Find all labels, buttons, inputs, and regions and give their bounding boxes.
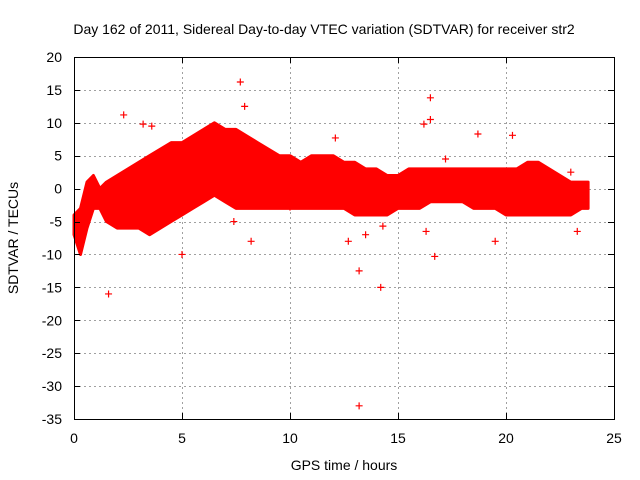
x-tick-label: 5 [178,430,186,446]
data-point [236,78,244,86]
y-tick-label: -5 [50,214,63,230]
data-point [120,111,128,119]
data-point [355,402,363,410]
y-tick-label: -25 [42,345,62,361]
x-tick-label: 10 [282,430,298,446]
y-axis-tick-labels: 20 15 10 5 0 -5 -10 -15 -20 -25 -30 -35 [42,49,62,427]
x-axis-tick-labels: 0 5 10 15 20 25 [70,430,622,446]
x-tick-label: 0 [70,430,78,446]
y-tick-label: 5 [54,148,62,164]
y-tick-label: -30 [42,378,62,394]
data-point [331,134,339,142]
y-tick-label: -35 [42,411,62,427]
y-tick-label: -20 [42,312,62,328]
data-series-str2 [72,78,590,410]
data-band [72,121,590,256]
data-point [139,120,147,128]
data-point [344,237,352,245]
data-point [567,168,575,176]
data-point [247,237,255,245]
data-point [377,283,385,291]
data-point [491,237,499,245]
x-axis-label: GPS time / hours [291,457,398,473]
data-point [230,218,238,226]
data-point [508,131,516,139]
data-point [105,290,113,298]
plot-frame [74,57,615,420]
data-point [362,231,370,239]
x-tick-label: 20 [498,430,514,446]
data-point [178,250,186,258]
data-point [148,122,156,130]
grid-lines [74,57,614,419]
data-point [474,130,482,138]
data-point [379,222,387,230]
y-tick-label: 15 [46,82,62,98]
data-point [431,252,439,260]
y-tick-label: -15 [42,279,62,295]
data-point [286,203,294,211]
y-tick-label: 10 [46,115,62,131]
y-tick-label: -10 [42,246,62,262]
data-point [442,155,450,163]
data-point [422,227,430,235]
x-tick-label: 25 [606,430,622,446]
data-point [241,102,249,110]
data-point [573,227,581,235]
data-point [426,94,434,102]
y-tick-label: 20 [46,49,62,65]
chart-title: Day 162 of 2011, Sidereal Day-to-day VTE… [73,21,575,37]
data-point [426,116,434,124]
x-tick-label: 15 [390,430,406,446]
y-tick-label: 0 [54,181,62,197]
y-axis-label: SDTVAR / TECUs [5,182,21,294]
data-point [420,120,428,128]
data-point [355,267,363,275]
axis-ticks [74,57,615,420]
